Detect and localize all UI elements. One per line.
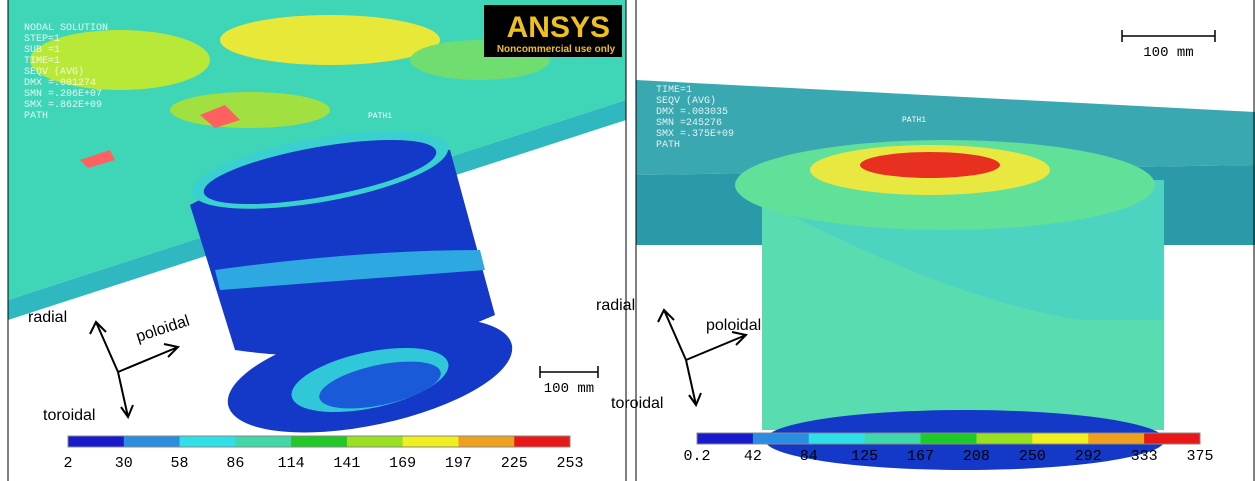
colorbar-label: 225	[501, 455, 528, 472]
colorbar-segment	[291, 436, 347, 447]
axis-label: toroidal	[611, 395, 663, 412]
colorbar-segment	[347, 436, 403, 447]
axis-label: poloidal	[134, 313, 192, 346]
colorbar-label: 58	[171, 455, 189, 472]
colorbar-label: 375	[1186, 448, 1213, 465]
axis-arrow	[686, 360, 701, 405]
colorbar-label: 169	[389, 455, 416, 472]
scale-label: 100 mm	[544, 381, 594, 397]
colorbar-label: 2	[63, 455, 72, 472]
colorbar-label: 292	[1075, 448, 1102, 465]
legend-line: SEQV (AVG)	[24, 66, 84, 78]
colorbar-segment	[1144, 433, 1200, 444]
colorbar-segment	[124, 436, 180, 447]
legend-line: SMN =245276	[656, 118, 722, 129]
colorbar-label: 42	[744, 448, 762, 465]
colorbar-segment	[865, 433, 921, 444]
legend-line: NODAL SOLUTION	[24, 23, 108, 34]
colorbar-segment	[1088, 433, 1144, 444]
colorbar-label: 86	[226, 455, 244, 472]
colorbar-segment	[68, 436, 124, 447]
axis-label: radial	[28, 309, 67, 326]
path-label: PATH1	[902, 116, 926, 125]
colorbar-segment	[458, 436, 514, 447]
legend-line: STEP=1	[24, 34, 60, 45]
axis-arrow	[686, 332, 746, 360]
colorbar-label: 30	[115, 455, 133, 472]
legend-line: PATH	[656, 140, 680, 151]
colorbar-label: 114	[278, 455, 305, 472]
colorbar-label: 84	[800, 448, 818, 465]
colorbar-label: 208	[963, 448, 990, 465]
legend-line: DMX =.001274	[24, 78, 96, 89]
logo-title: ANSYS	[507, 11, 610, 44]
colorbar-label: 125	[851, 448, 878, 465]
scale-bar	[540, 366, 598, 378]
colorbar-segment	[753, 433, 809, 444]
legend-line: TIME=1	[656, 85, 692, 96]
colorbar-label: 141	[333, 455, 360, 472]
colorbar-label: 197	[445, 455, 472, 472]
path-label: PATH1	[368, 112, 392, 121]
colorbar-label: 253	[556, 455, 583, 472]
legend-line: TIME=1	[24, 56, 60, 67]
figure: NODAL SOLUTIONSTEP=1SUB =1TIME=1SEQV (AV…	[0, 0, 1255, 481]
left-render	[8, 0, 626, 454]
scale-bar	[1122, 30, 1215, 42]
colorbar-label: 250	[1019, 448, 1046, 465]
legend-line: SMX =.862E+09	[24, 100, 102, 111]
colorbar-segment	[514, 436, 570, 447]
axis-label: radial	[596, 297, 635, 314]
colorbar-segment	[1032, 433, 1088, 444]
logo-subtitle: Noncommercial use only	[497, 44, 616, 55]
legend-line: SUB =1	[24, 45, 60, 56]
legend-line: DMX =.003035	[656, 107, 728, 118]
colorbar-label: 167	[907, 448, 934, 465]
axis-arrow	[90, 322, 118, 372]
axis-arrow	[118, 372, 133, 417]
axis-label: toroidal	[43, 407, 95, 424]
colorbar-label: 333	[1131, 448, 1158, 465]
colorbar-segment	[180, 436, 236, 447]
legend-line: PATH	[24, 111, 48, 122]
legend-line: SMN =.206E+07	[24, 89, 102, 100]
colorbar-segment	[235, 436, 291, 447]
scale-label: 100 mm	[1143, 45, 1193, 61]
colorbar-segment	[809, 433, 865, 444]
axis-label: poloidal	[706, 317, 761, 334]
axis-arrow	[658, 310, 686, 360]
colorbar-segment	[403, 436, 459, 447]
colorbar-label: 0.2	[683, 448, 710, 465]
legend-line: SEQV (AVG)	[656, 95, 716, 107]
axis-arrow	[118, 344, 178, 372]
legend-line: SMX =.375E+09	[656, 129, 734, 140]
colorbar-segment	[697, 433, 753, 444]
colorbar-segment	[921, 433, 977, 444]
colorbar-segment	[976, 433, 1032, 444]
